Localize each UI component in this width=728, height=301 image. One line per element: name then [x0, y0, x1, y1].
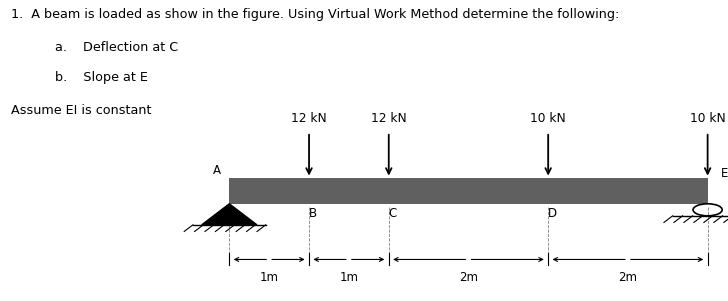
Text: B: B — [309, 207, 317, 220]
Polygon shape — [202, 204, 257, 225]
Text: D: D — [548, 207, 558, 220]
Text: 2m: 2m — [459, 271, 478, 284]
Text: E: E — [721, 167, 728, 180]
Text: 2m: 2m — [618, 271, 638, 284]
Text: Assume EI is constant: Assume EI is constant — [11, 104, 151, 117]
Text: 1m: 1m — [260, 271, 279, 284]
Text: 1.  A beam is loaded as show in the figure. Using Virtual Work Method determine : 1. A beam is loaded as show in the figur… — [11, 8, 620, 20]
Text: C: C — [389, 207, 397, 220]
Text: 12 kN: 12 kN — [371, 112, 407, 125]
Text: 10 kN: 10 kN — [530, 112, 566, 125]
Text: A: A — [213, 164, 221, 177]
Text: a.    Deflection at C: a. Deflection at C — [55, 41, 178, 54]
Text: 10 kN: 10 kN — [689, 112, 726, 125]
Text: b.    Slope at E: b. Slope at E — [55, 71, 148, 84]
Bar — [229, 178, 708, 204]
Text: 1m: 1m — [339, 271, 358, 284]
Text: 12 kN: 12 kN — [291, 112, 327, 125]
